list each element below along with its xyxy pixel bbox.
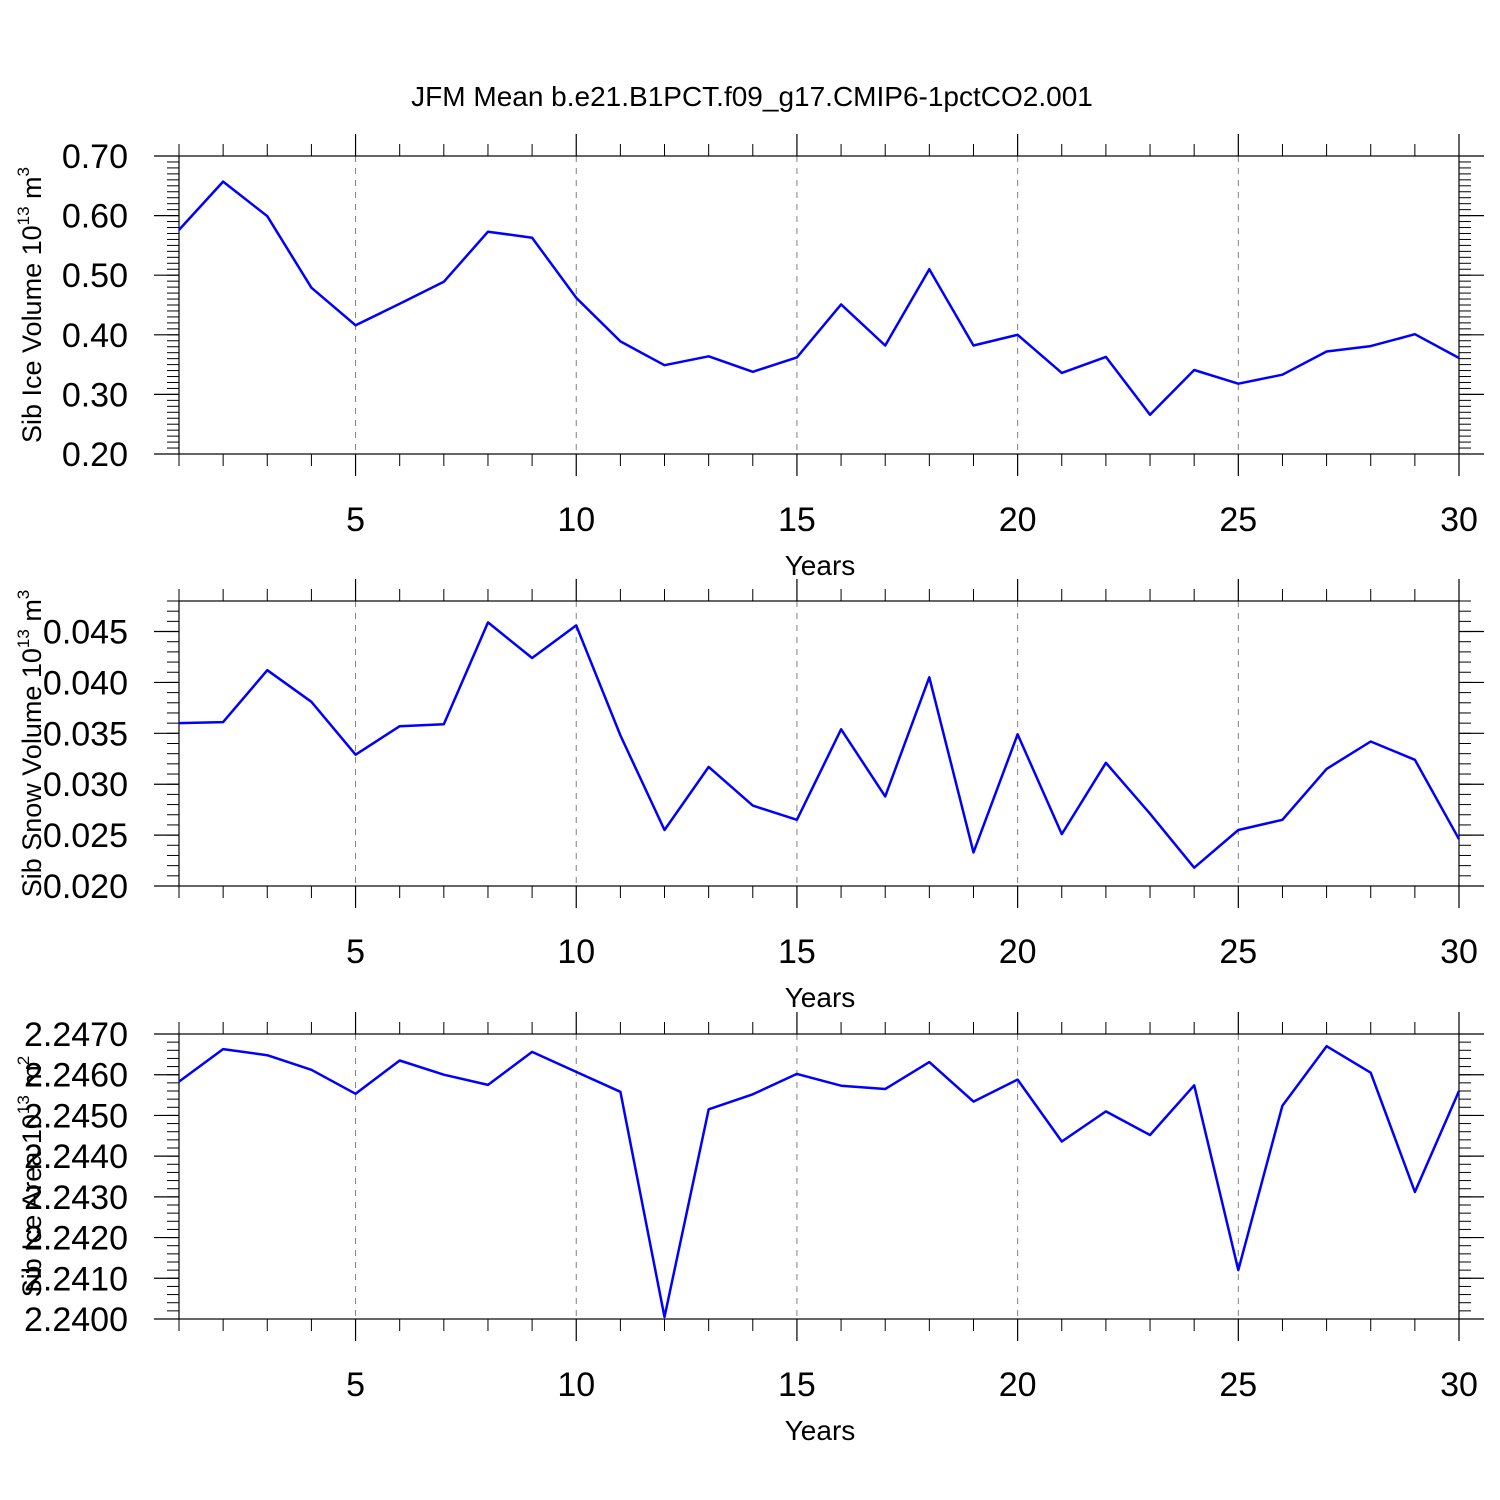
x-tick-label: 20 bbox=[999, 1366, 1037, 1404]
y-tick-label: 0.30 bbox=[62, 376, 128, 414]
x-tick-label: 30 bbox=[1440, 933, 1478, 971]
y-axis-label: Sib Ice Area 1013 m2 bbox=[14, 1056, 47, 1298]
x-tick-label: 5 bbox=[346, 501, 365, 539]
y-axis-label: Sib Snow Volume 1013 m3 bbox=[14, 590, 47, 898]
panel-3: 5 10 15 20 25 30 Years 2.24002.24102.24202.2430… bbox=[14, 1012, 1484, 1446]
x-tick-label: 10 bbox=[557, 1366, 595, 1404]
x-tick-label: 5 bbox=[346, 933, 365, 971]
panel-1: 5 10 15 20 25 30 Years 0.20 0.30 0.40 0.50 0.60 0.70… bbox=[14, 134, 1484, 581]
y-tick-label: 0.045 bbox=[43, 614, 128, 652]
y-tick-label: 2.2470 bbox=[24, 1016, 128, 1054]
x-tick-label: 25 bbox=[1219, 501, 1257, 539]
y-tick-label: 0.50 bbox=[62, 257, 128, 295]
x-tick-label: 20 bbox=[999, 933, 1037, 971]
x-tick-label: 25 bbox=[1219, 933, 1257, 971]
plot-frame bbox=[178, 1033, 1460, 1320]
y-tick-label: 2.2410 bbox=[24, 1260, 128, 1298]
plot-frame bbox=[178, 155, 1460, 455]
series-line bbox=[178, 180, 1460, 416]
x-tick-label: 20 bbox=[999, 501, 1037, 539]
y-tick-label: 2.2400 bbox=[24, 1301, 128, 1339]
x-tick-label: 10 bbox=[557, 933, 595, 971]
y-tick-label: 0.025 bbox=[43, 817, 128, 855]
x-axis-label: Years bbox=[785, 550, 856, 581]
series-line bbox=[178, 1044, 1461, 1319]
panel-2: 5 10 15 20 25 30 Years 0.020 0.025 0.030 0.035 0.04… bbox=[14, 579, 1484, 1013]
y-tick-label: 0.60 bbox=[62, 198, 128, 236]
y-tick-label: 0.030 bbox=[43, 766, 128, 804]
x-axis-label: Years bbox=[785, 1415, 856, 1446]
y-axis-label: Sib Ice Volume 1013 m3 bbox=[14, 167, 47, 443]
x-tick-label: 10 bbox=[557, 501, 595, 539]
x-tick-label: 15 bbox=[778, 501, 816, 539]
y-tick-label: 0.035 bbox=[43, 715, 128, 753]
y-tick-label: 0.70 bbox=[62, 138, 128, 176]
x-tick-label: 5 bbox=[346, 1366, 365, 1404]
series-line bbox=[178, 621, 1461, 869]
x-tick-label: 15 bbox=[778, 933, 816, 971]
y-tick-label: 0.040 bbox=[43, 664, 128, 702]
x-tick-label: 15 bbox=[778, 1366, 816, 1404]
chart-title: JFM Mean b.e21.B1PCT.f09_g17.CMIP6-1pctC… bbox=[411, 81, 1093, 112]
y-tick-label: 2.2460 bbox=[24, 1057, 128, 1095]
y-tick-label: 2.2440 bbox=[24, 1138, 128, 1176]
y-tick-label: 0.020 bbox=[43, 868, 128, 906]
y-tick-label: 2.2420 bbox=[24, 1220, 128, 1258]
x-tick-label: 30 bbox=[1440, 501, 1478, 539]
y-tick-label: 0.20 bbox=[62, 436, 128, 474]
y-tick-label: 2.2450 bbox=[24, 1097, 128, 1135]
x-tick-label: 25 bbox=[1219, 1366, 1257, 1404]
y-tick-label: 0.40 bbox=[62, 317, 128, 355]
x-tick-label: 30 bbox=[1440, 1366, 1478, 1404]
y-tick-label: 2.2430 bbox=[24, 1179, 128, 1217]
x-axis-label: Years bbox=[785, 982, 856, 1013]
